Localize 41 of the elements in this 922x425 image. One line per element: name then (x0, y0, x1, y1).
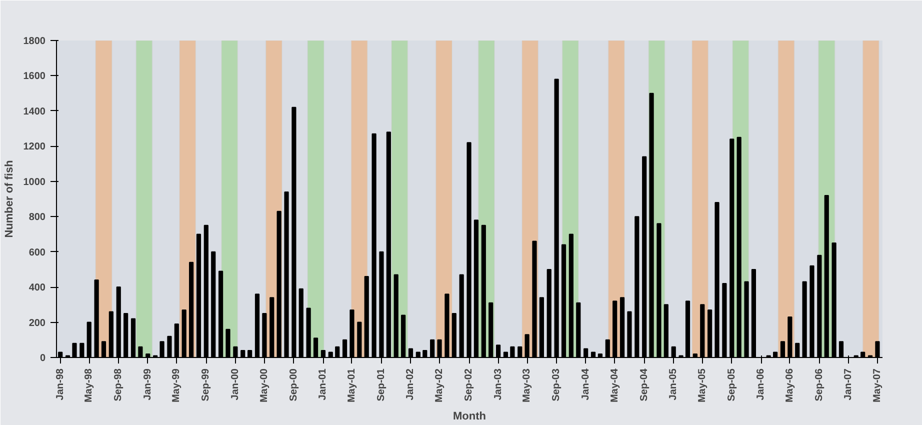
x-tick-label: Jan-01 (318, 368, 329, 400)
y-tick-label: 1200 (23, 142, 46, 153)
y-tick-label: 1800 (23, 36, 46, 47)
x-tick-label: May-98 (84, 368, 95, 402)
x-tick-label: May-02 (434, 368, 446, 402)
x-tick-label: May-00 (258, 368, 270, 402)
x-tick-label: Jan-00 (230, 368, 241, 400)
x-tick-label: Sep-02 (464, 368, 475, 402)
y-tick-label: 0 (40, 353, 46, 364)
x-tick-label: May-01 (346, 368, 358, 402)
x-tick-label: Sep-98 (113, 368, 124, 402)
x-tick-label: Jan-05 (668, 368, 680, 400)
x-tick-label: Jan-07 (843, 368, 854, 400)
x-tick-label: May-05 (696, 368, 708, 402)
x-tick-label: Sep-01 (376, 368, 387, 402)
y-axis-title: Number of fish (3, 160, 16, 238)
x-tick-label: May-07 (872, 368, 883, 402)
y-tick-label: 1400 (23, 106, 46, 118)
y-tick-label: 200 (28, 318, 46, 329)
x-tick-label: Jan-02 (405, 368, 416, 400)
y-tick-label: 600 (28, 247, 46, 258)
x-tick-label: Sep-05 (726, 368, 738, 402)
x-tick-label: May-03 (522, 368, 533, 402)
y-tick-label: 1600 (23, 71, 46, 82)
x-tick-label: Jan-06 (756, 368, 767, 400)
x-tick-label: Sep-03 (551, 368, 562, 402)
x-axis-title: Month (453, 410, 486, 422)
x-tick-label: Jan-99 (142, 368, 154, 400)
x-tick-label: Sep-04 (638, 368, 650, 402)
x-tick-label: May-99 (171, 368, 182, 402)
y-tick-label: 800 (28, 212, 46, 224)
y-tick-label: 400 (28, 282, 46, 294)
x-tick-label: Jan-98 (54, 368, 66, 400)
x-tick-label: Sep-00 (288, 368, 300, 402)
x-tick-label: Sep-99 (200, 368, 212, 402)
x-tick-label: Jan-04 (580, 368, 592, 400)
x-tick-label: Sep-06 (814, 368, 825, 402)
x-tick-label: Jan-03 (492, 368, 504, 400)
x-tick-label: May-04 (609, 368, 620, 402)
x-tick-label: May-06 (784, 368, 796, 402)
y-tick-label: 1000 (23, 176, 46, 188)
